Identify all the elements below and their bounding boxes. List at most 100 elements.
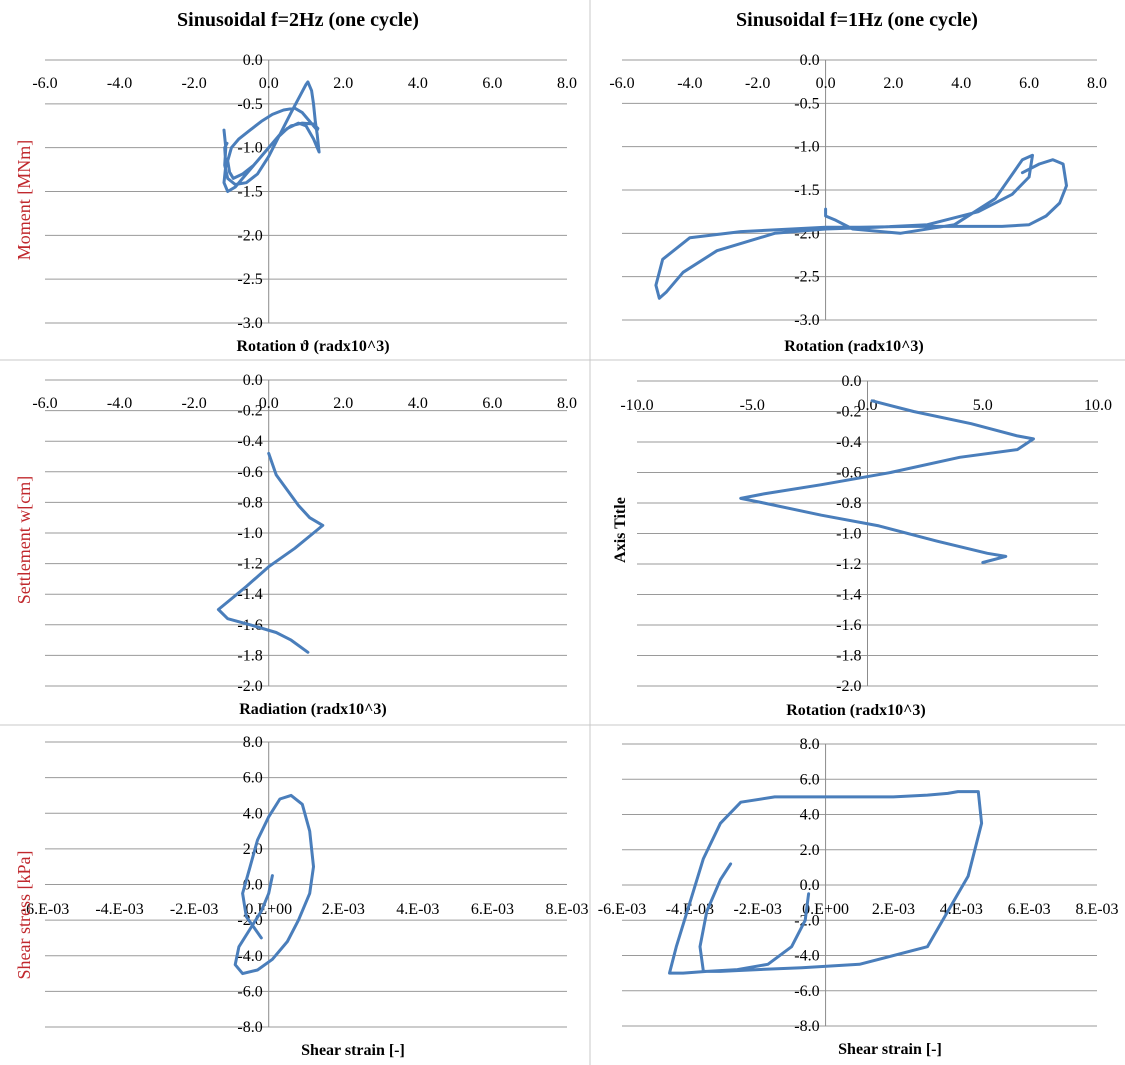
x-axis-label: Rotation (radx10^3) [786, 702, 926, 719]
x-tick-label: 4.0 [408, 395, 428, 412]
y-tick-label: -2.0 [237, 678, 262, 695]
x-tick-label: 2.E-03 [872, 901, 915, 918]
y-tick-label: -0.2 [836, 404, 861, 421]
x-tick-label: 6.E-03 [471, 901, 514, 918]
y-tick-label: -1.4 [836, 587, 861, 604]
x-tick-label: -4.E-03 [666, 901, 714, 918]
y-tick-label: 0.0 [800, 877, 820, 894]
y-tick-label: 4.0 [243, 805, 263, 822]
x-axis-label: Shear strain [-] [301, 1042, 405, 1059]
x-tick-label: 8.E-03 [545, 901, 588, 918]
y-axis-label: Settlement w[cm] [14, 476, 34, 604]
x-tick-label: 6.E-03 [1008, 901, 1051, 918]
y-tick-label: 2.0 [800, 842, 820, 859]
y-tick-label: 0.0 [800, 52, 820, 69]
y-axis-label: Shear stress [kPa] [14, 851, 34, 980]
y-tick-label: -4.0 [794, 948, 819, 965]
x-tick-label: 4.E-03 [396, 901, 439, 918]
y-tick-label: 0.0 [243, 372, 263, 389]
y-tick-label: -0.8 [237, 494, 262, 511]
x-axis-label: Shear strain [-] [838, 1041, 942, 1058]
y-tick-label: 8.0 [243, 734, 263, 751]
y-tick-label: -3.0 [794, 312, 819, 329]
y-tick-label: 6.0 [243, 770, 263, 787]
x-tick-label: -10.0 [620, 397, 653, 414]
x-tick-label: 2.0 [333, 75, 353, 92]
x-tick-label: 8.0 [557, 75, 577, 92]
series-line [216, 451, 325, 654]
y-tick-label: -0.5 [237, 96, 262, 113]
x-tick-label: -6.0 [32, 395, 57, 412]
series-line [739, 399, 1035, 564]
y-tick-label: -1.8 [836, 648, 861, 665]
y-tick-label: -1.0 [836, 526, 861, 543]
x-tick-label: -4.E-03 [95, 901, 143, 918]
x-tick-label: 6.0 [482, 395, 502, 412]
x-tick-label: -6.E-03 [598, 901, 646, 918]
y-tick-label: -1.0 [237, 140, 262, 157]
x-tick-label: 5.0 [973, 397, 993, 414]
x-tick-label: 6.0 [482, 75, 502, 92]
x-tick-label: 0.0 [858, 397, 878, 414]
x-tick-label: 8.0 [557, 395, 577, 412]
y-tick-label: -6.0 [794, 983, 819, 1000]
x-tick-label: 8.0 [1087, 75, 1107, 92]
chart-panel-1: 0.0 -0.5 -1.0 -1.5 -2.0 -2.5 -3.0 -6.0 -4.0 -2.0 0… [14, 9, 577, 355]
x-tick-label: -6.0 [609, 75, 634, 92]
x-tick-label: -2.E-03 [733, 901, 781, 918]
y-tick-label: -1.0 [794, 139, 819, 156]
x-tick-label: 0.0 [259, 395, 279, 412]
x-tick-label: 0.0 [259, 75, 279, 92]
y-tick-label: -1.8 [237, 647, 262, 664]
y-tick-label: -8.0 [237, 1019, 262, 1036]
x-tick-label: 0.0 [816, 75, 836, 92]
y-axis-label: Axis Title [612, 497, 629, 563]
x-tick-label: 10.0 [1084, 397, 1112, 414]
chart-panel-5: 8.06.04.02.00.0-2.0-4.0-6.0-8.0-6.E-03 -4… [14, 734, 589, 1059]
x-tick-label: -5.0 [740, 397, 765, 414]
y-tick-label: 0.0 [842, 373, 862, 390]
y-tick-label: -8.0 [794, 1018, 819, 1035]
x-tick-label: 4.0 [408, 75, 428, 92]
chart-title: Sinusoidal f=2Hz (one cycle) [177, 9, 419, 31]
x-tick-label: 2.0 [883, 75, 903, 92]
y-tick-label: -0.6 [237, 464, 262, 481]
y-tick-label: -1.2 [237, 556, 262, 573]
y-tick-label: 4.0 [800, 807, 820, 824]
y-tick-label: -3.0 [237, 315, 262, 332]
y-tick-label: -2.5 [794, 269, 819, 286]
x-tick-label: -2.E-03 [170, 901, 218, 918]
series-line [233, 793, 315, 976]
x-tick-label: 0.E+00 [802, 901, 849, 918]
chart-panel-2: 0.0-0.5-1.0-1.5-2.0-2.5-3.0-6.0 -4.0 -2.0 0… [609, 9, 1107, 355]
y-tick-label: -0.8 [836, 495, 861, 512]
x-tick-label: -2.0 [181, 395, 206, 412]
x-tick-label: -6.0 [32, 75, 57, 92]
x-axis-label: Radiation (radx10^3) [239, 701, 387, 718]
x-axis-label: Rotation (radx10^3) [784, 338, 924, 355]
y-axis-label: Moment [MNm] [14, 140, 34, 261]
x-tick-label: -2.0 [745, 75, 770, 92]
x-tick-label: -4.0 [677, 75, 702, 92]
y-tick-label: 0.0 [243, 52, 263, 69]
x-tick-label: -4.0 [107, 75, 132, 92]
x-tick-label: 6.0 [1019, 75, 1039, 92]
y-tick-label: -4.0 [237, 948, 262, 965]
y-tick-label: -2.0 [836, 678, 861, 695]
series-line [222, 80, 321, 193]
x-axis-label: Rotation ϑ (radx10^3) [236, 338, 389, 355]
chart-panel-6: 8.0 6.0 4.0 2.0 0.0 -2.0 -4.0 -6.0 -8.0 -6.E-03 -4… [598, 736, 1119, 1058]
x-tick-label: 8.E-03 [1075, 901, 1118, 918]
y-tick-label: -2.0 [794, 912, 819, 929]
y-tick-label: -0.5 [794, 95, 819, 112]
y-tick-label: -1.6 [836, 617, 861, 634]
x-tick-label: -4.0 [107, 395, 132, 412]
y-tick-label: -6.0 [237, 983, 262, 1000]
chart-panel-4: 0.0-0.2-0.4-0.6-0.8-1.0-1.2-1.4-1.6-1.8-… [612, 373, 1112, 719]
y-tick-label: -1.2 [836, 556, 861, 573]
y-tick-label: -2.5 [237, 271, 262, 288]
y-tick-label: 6.0 [800, 771, 820, 788]
chart-panel-3: 0.0-0.2-0.4-0.6-0.8-1.0-1.2-1.4-1.6-1.8-… [14, 372, 577, 718]
